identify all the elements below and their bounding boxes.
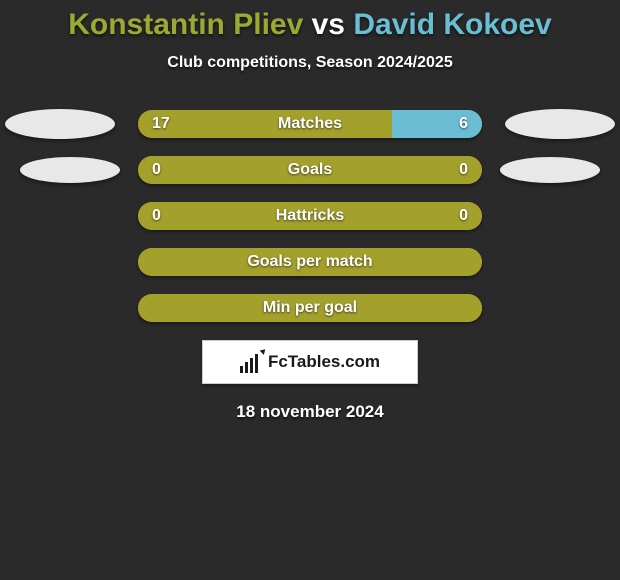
stat-row: 00Goals bbox=[0, 156, 620, 184]
vs-text: vs bbox=[312, 8, 345, 41]
logo-box: FcTables.com bbox=[202, 340, 418, 384]
stat-rows: 176Matches 00Goals 00Hattricks Goals per ma… bbox=[0, 110, 620, 322]
stat-label: Goals per match bbox=[138, 253, 482, 271]
subtitle: Club competitions, Season 2024/2025 bbox=[167, 54, 452, 72]
stat-label: Min per goal bbox=[138, 299, 482, 317]
stat-row: 00Hattricks bbox=[0, 202, 620, 230]
stat-label: Matches bbox=[138, 115, 482, 133]
player2-avatar-placeholder bbox=[500, 157, 600, 183]
date-text: 18 november 2024 bbox=[236, 402, 383, 422]
stat-bar: 176Matches bbox=[138, 110, 482, 138]
stat-bar: Goals per match bbox=[138, 248, 482, 276]
stat-bar: Min per goal bbox=[138, 294, 482, 322]
page-title: Konstantin Pliev vs David Kokoev bbox=[68, 8, 552, 42]
player1-name: Konstantin Pliev bbox=[68, 8, 303, 41]
stat-row: 176Matches bbox=[0, 110, 620, 138]
stat-label: Hattricks bbox=[138, 207, 482, 225]
stat-label: Goals bbox=[138, 161, 482, 179]
stat-row: Goals per match bbox=[0, 248, 620, 276]
barchart-icon bbox=[240, 351, 262, 373]
stat-bar: 00Goals bbox=[138, 156, 482, 184]
stat-row: Min per goal bbox=[0, 294, 620, 322]
player1-avatar-placeholder bbox=[5, 109, 115, 139]
stat-bar: 00Hattricks bbox=[138, 202, 482, 230]
player1-avatar-placeholder bbox=[20, 157, 120, 183]
logo-text: FcTables.com bbox=[268, 352, 380, 372]
player2-name: David Kokoev bbox=[353, 8, 551, 41]
player2-avatar-placeholder bbox=[505, 109, 615, 139]
comparison-infographic: Konstantin Pliev vs David Kokoev Club co… bbox=[0, 0, 620, 422]
